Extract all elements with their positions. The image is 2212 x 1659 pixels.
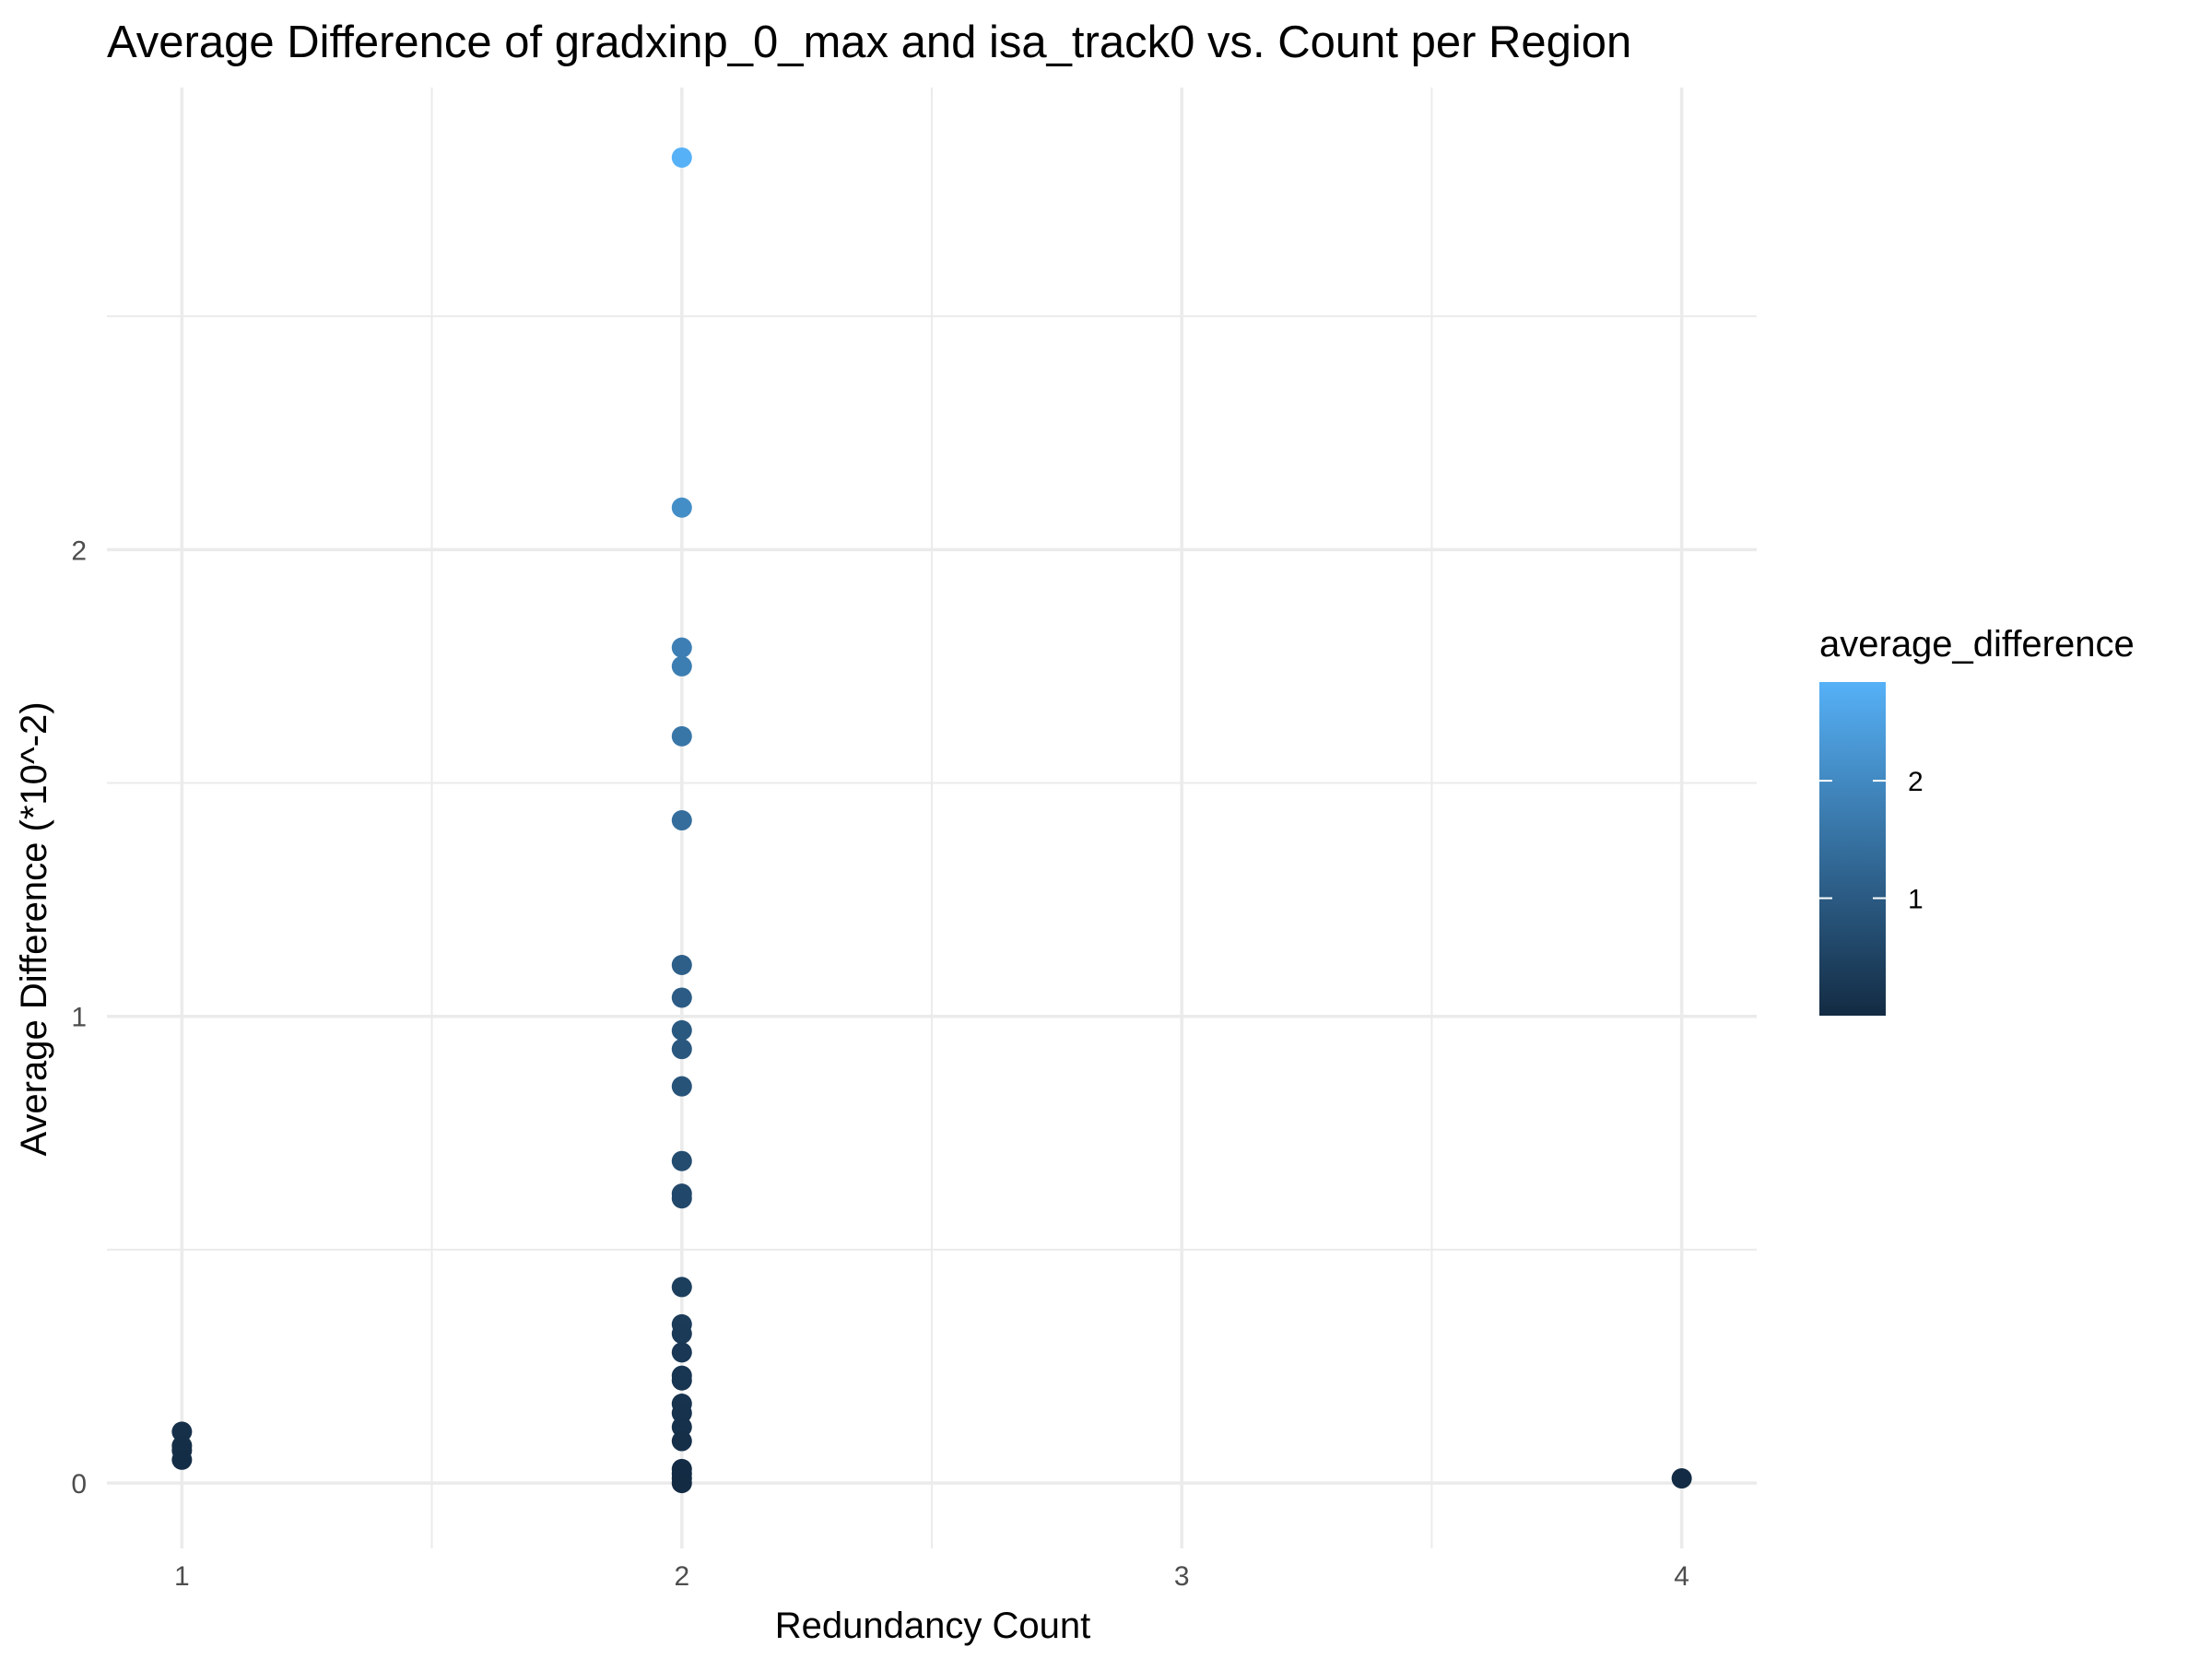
data-point — [671, 1039, 692, 1060]
data-point — [671, 1417, 692, 1438]
colorbar-ticks: 12 — [1819, 767, 1924, 915]
x-tick-label: 1 — [174, 1561, 190, 1592]
x-tick-label: 4 — [1674, 1561, 1689, 1592]
data-point — [671, 1150, 692, 1171]
minor-gridlines — [107, 88, 1757, 1548]
data-points — [171, 147, 1692, 1494]
data-point — [1671, 1468, 1692, 1489]
data-point — [671, 955, 692, 976]
data-point — [671, 1324, 692, 1345]
x-axis-tick-labels: 1 2 3 4 — [174, 1561, 1689, 1592]
data-point — [671, 1188, 692, 1209]
data-point — [671, 637, 692, 658]
colorbar — [1819, 682, 1886, 1016]
data-point — [671, 1277, 692, 1298]
data-point — [671, 1019, 692, 1041]
data-point — [671, 1076, 692, 1097]
data-point — [671, 987, 692, 1008]
data-point — [671, 655, 692, 677]
colorbar-tick-label: 2 — [1908, 767, 1924, 797]
y-axis-title: Average Difference (*10^-2) — [14, 701, 54, 1156]
data-point — [171, 1449, 193, 1470]
data-point — [671, 1430, 692, 1452]
major-gridlines — [107, 88, 1757, 1548]
y-tick-label: 2 — [71, 535, 87, 566]
x-tick-label: 2 — [674, 1561, 689, 1592]
data-point — [671, 497, 692, 518]
y-tick-label: 1 — [71, 1003, 87, 1033]
data-point — [671, 1342, 692, 1363]
y-axis-tick-labels: 0 1 2 — [71, 535, 87, 1500]
color-legend: average_difference 12 — [1819, 624, 2135, 1016]
colorbar-tick-label: 1 — [1908, 885, 1924, 915]
data-point — [671, 1403, 692, 1424]
data-point — [671, 1370, 692, 1391]
data-point — [171, 1421, 193, 1442]
data-point — [671, 147, 692, 168]
x-tick-label: 3 — [1174, 1561, 1190, 1592]
y-tick-label: 0 — [71, 1469, 87, 1500]
data-point — [671, 1473, 692, 1494]
x-axis-title: Redundancy Count — [775, 1606, 1090, 1646]
chart-title: Average Difference of gradxinp_0_max and… — [107, 18, 1631, 67]
data-point — [671, 725, 692, 747]
legend-title: average_difference — [1819, 624, 2135, 665]
data-point — [671, 810, 692, 831]
